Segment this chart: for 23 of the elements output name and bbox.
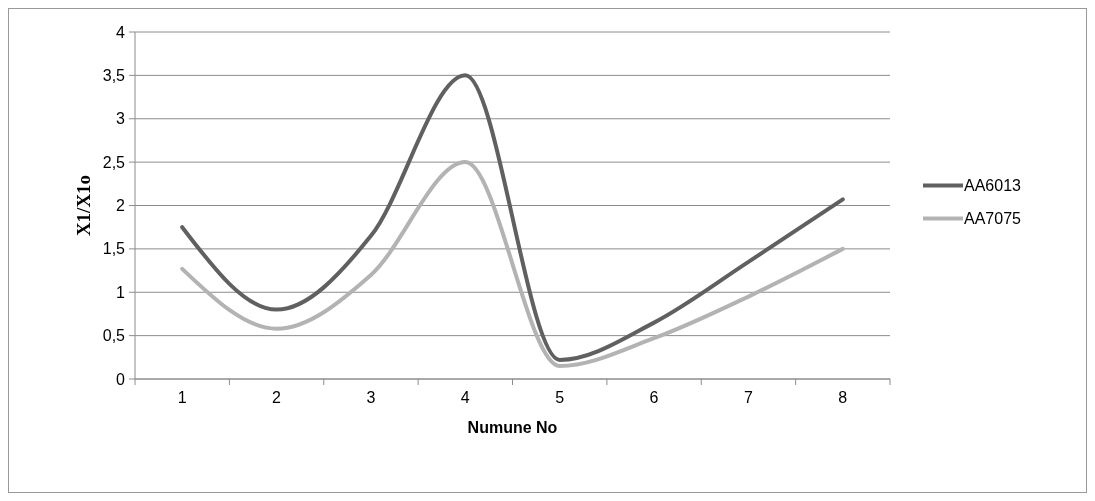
line-series xyxy=(180,160,845,368)
y-tick-label: 3 xyxy=(116,110,126,128)
y-tick-label: 1 xyxy=(116,283,126,301)
x-tick-label: 2 xyxy=(272,389,282,406)
x-tick-label: 5 xyxy=(555,389,565,406)
x-tick-label: 6 xyxy=(649,389,659,406)
y-tick-label: 0 xyxy=(116,370,126,388)
y-tick-label: 2,5 xyxy=(102,153,126,171)
legend-label: AA7075 xyxy=(964,210,1022,228)
y-tick-label: 1,5 xyxy=(102,240,126,258)
y-tick-label: 0,5 xyxy=(102,327,126,345)
legend-label: AA6013 xyxy=(964,177,1022,195)
y-tick-label: 3,5 xyxy=(102,66,126,84)
line-series xyxy=(180,73,845,362)
x-axis-title: Numune No xyxy=(467,419,558,436)
y-axis-title: X1/X1o xyxy=(73,174,94,237)
y-tick-label: 4 xyxy=(116,23,126,41)
y-tick-label: 2 xyxy=(116,197,126,215)
x-tick-label: 4 xyxy=(460,389,470,406)
x-tick-label: 7 xyxy=(743,389,753,406)
x-tick-label: 3 xyxy=(366,389,376,406)
x-tick-label: 1 xyxy=(177,389,187,406)
x-tick-label: 8 xyxy=(838,389,848,406)
